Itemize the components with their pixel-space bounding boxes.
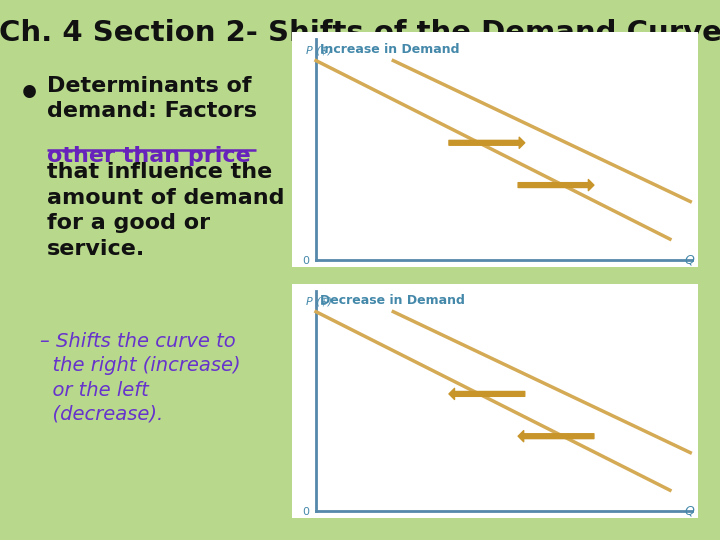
Text: 0: 0 (302, 507, 310, 517)
Text: that influence the
amount of demand
for a good or
service.: that influence the amount of demand for … (47, 162, 284, 259)
Text: P ($): P ($) (306, 45, 332, 55)
Text: Decrease in Demand: Decrease in Demand (320, 294, 465, 307)
Text: Determinants of
demand: Factors: Determinants of demand: Factors (47, 76, 257, 121)
Text: – Shifts the curve to
  the right (increase)
  or the left
  (decrease).: – Shifts the curve to the right (increas… (40, 332, 240, 424)
Text: •: • (18, 78, 41, 112)
Text: other than price: other than price (47, 146, 251, 166)
Text: P ($): P ($) (306, 296, 332, 306)
Text: 0: 0 (302, 256, 310, 266)
Text: Ch. 4 Section 2- Shifts of the Demand Curve: Ch. 4 Section 2- Shifts of the Demand Cu… (0, 19, 720, 47)
Text: Q: Q (685, 505, 694, 518)
Text: Q: Q (685, 254, 694, 267)
Text: Increase in Demand: Increase in Demand (320, 43, 459, 56)
